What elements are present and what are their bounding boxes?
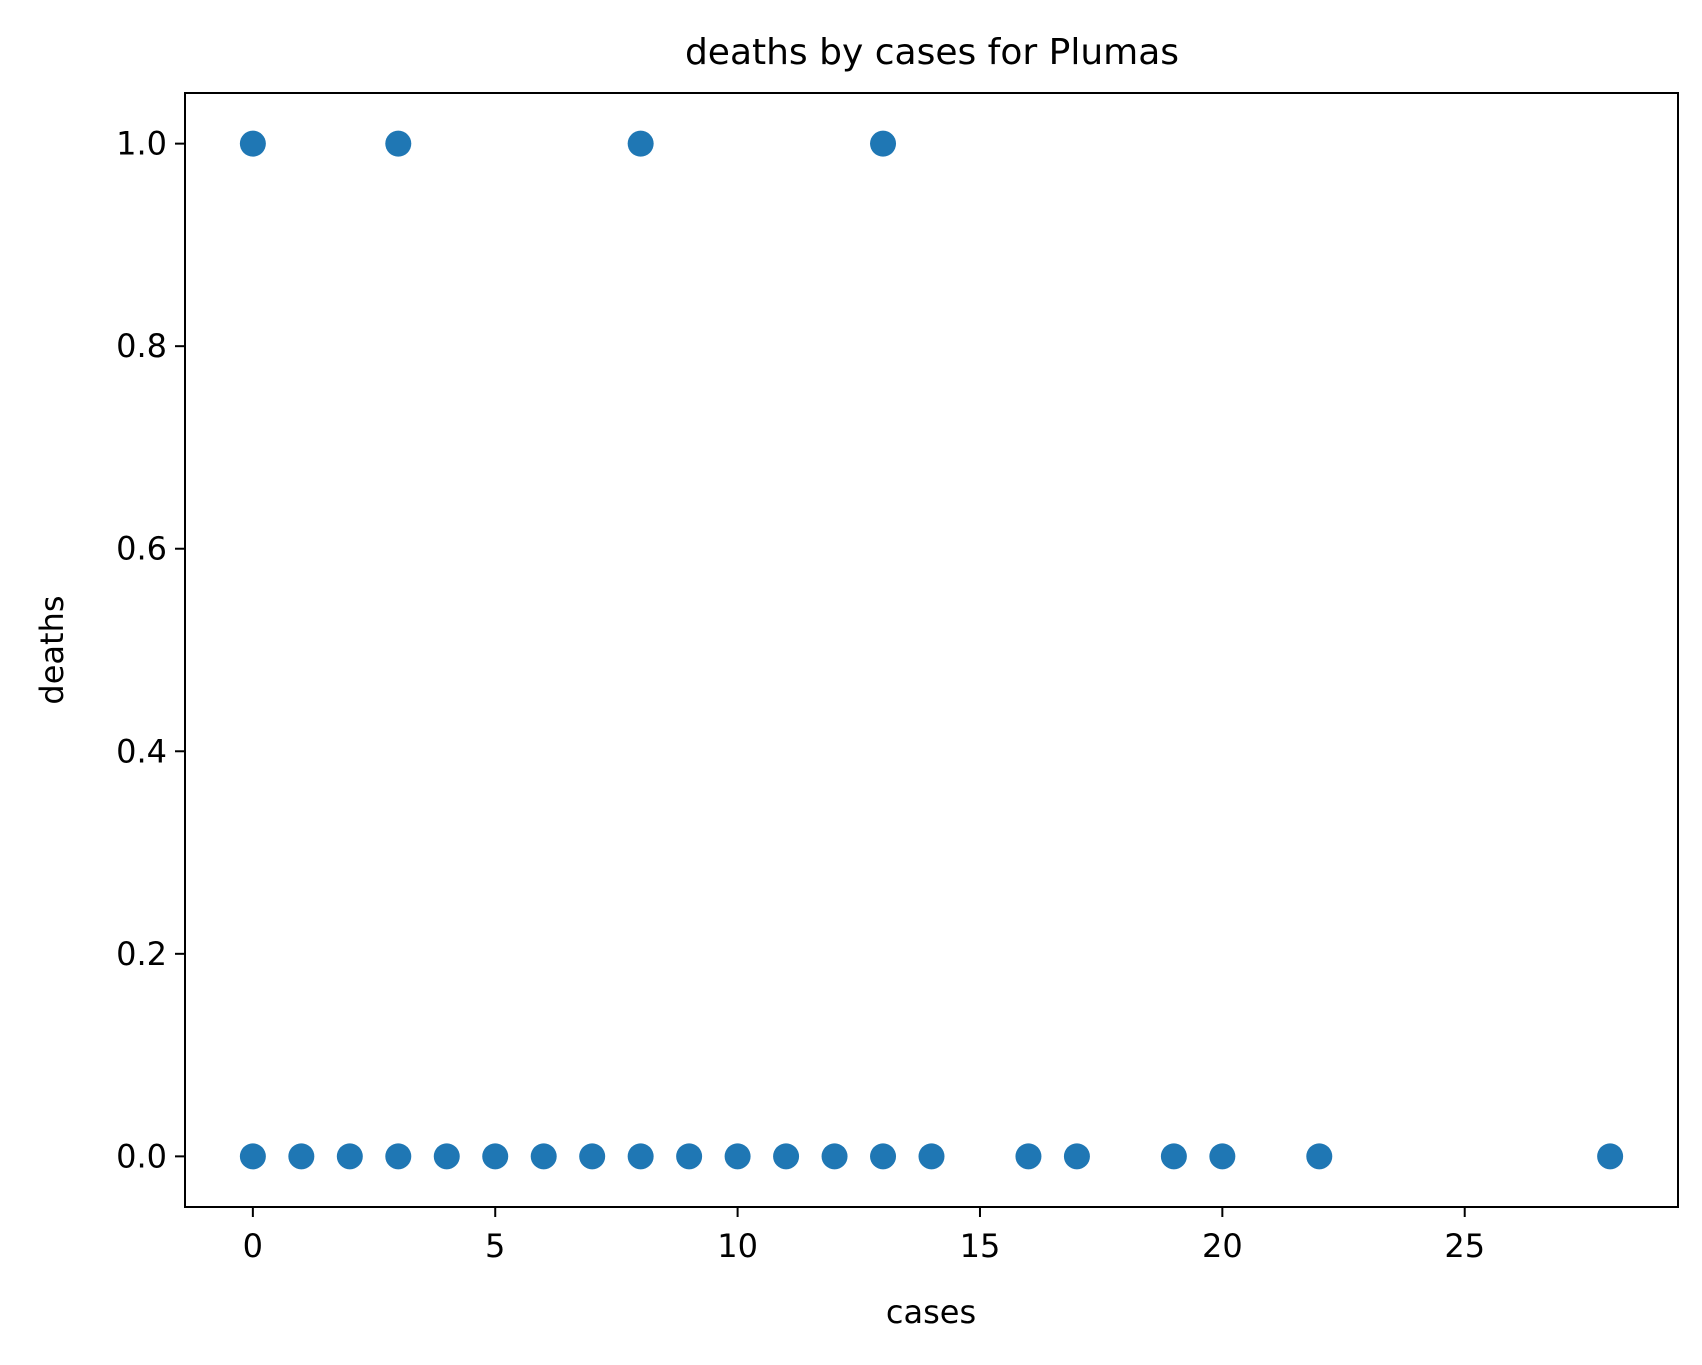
y-axis-label: deaths [33, 595, 71, 704]
data-point [1306, 1143, 1333, 1170]
y-tick-label: 0.8 [116, 327, 167, 365]
data-point [918, 1143, 945, 1170]
data-point [433, 1143, 460, 1170]
x-axis-label: cases [886, 1293, 976, 1331]
data-point [579, 1143, 606, 1170]
data-point [1597, 1143, 1624, 1170]
data-point [482, 1143, 509, 1170]
y-axis-ticks: 0.0 0.2 0.4 0.6 0.8 1.0 [116, 125, 185, 1175]
data-point [336, 1143, 363, 1170]
data-point [1015, 1143, 1042, 1170]
x-tick-label: 15 [960, 1227, 1001, 1265]
data-point [239, 130, 266, 157]
data-point [1160, 1143, 1187, 1170]
data-point [870, 1143, 897, 1170]
y-tick-label: 0.4 [116, 732, 167, 770]
data-point [870, 130, 897, 157]
data-point [1209, 1143, 1236, 1170]
data-point [627, 130, 654, 157]
y-tick-label: 0.0 [116, 1137, 167, 1175]
data-point [1063, 1143, 1090, 1170]
data-point [385, 130, 412, 157]
x-tick-label: 10 [717, 1227, 758, 1265]
x-tick-label: 20 [1202, 1227, 1243, 1265]
data-point [385, 1143, 412, 1170]
data-point [676, 1143, 703, 1170]
chart-title: deaths by cases for Plumas [685, 32, 1179, 73]
data-point [288, 1143, 315, 1170]
data-point [821, 1143, 848, 1170]
data-point [627, 1143, 654, 1170]
plot-area-frame [184, 92, 1679, 1208]
data-point [239, 1143, 266, 1170]
data-points [239, 130, 1624, 1170]
y-tick-label: 1.0 [116, 125, 167, 163]
x-tick-label: 5 [485, 1227, 505, 1265]
y-tick-label: 0.2 [116, 935, 167, 973]
y-tick-label: 0.6 [116, 530, 167, 568]
x-tick-label: 0 [243, 1227, 263, 1265]
data-point [773, 1143, 800, 1170]
x-tick-label: 25 [1444, 1227, 1485, 1265]
data-point [530, 1143, 557, 1170]
data-point [724, 1143, 751, 1170]
x-axis-ticks: 0 5 10 15 20 25 [243, 1207, 1485, 1265]
